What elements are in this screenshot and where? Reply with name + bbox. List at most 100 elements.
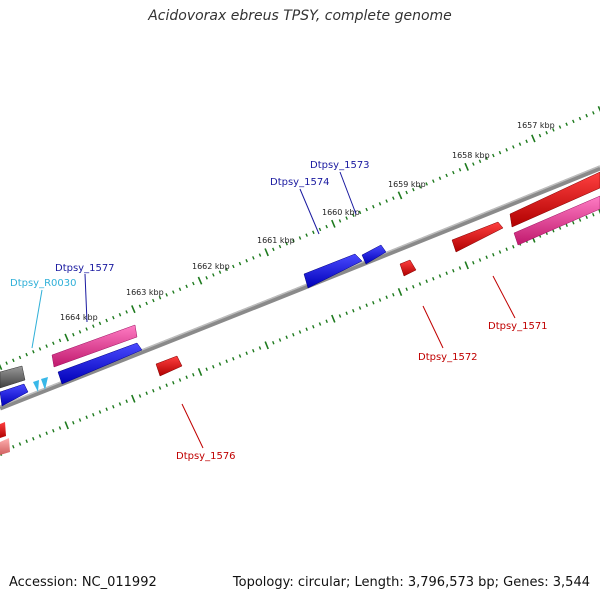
leader-dtpsy-1571	[492, 275, 516, 319]
gene-label-dtpsy-1576[interactable]: Dtpsy_1576	[176, 451, 236, 462]
gene-red-mid[interactable]	[451, 221, 504, 253]
ruler-inner-tick	[412, 284, 415, 289]
leader-dtpsy-1577	[84, 273, 88, 323]
ruler-outer-tick	[264, 248, 269, 257]
ruler-inner-tick	[212, 364, 215, 369]
ruler-inner-tick	[358, 306, 362, 310]
ruler-outer-tick	[158, 296, 162, 300]
ruler-inner-tick	[325, 319, 328, 324]
ruler-inner-tick	[365, 303, 368, 308]
ruler-inner-tick	[145, 391, 148, 396]
ruler-outer-tick	[52, 341, 55, 345]
ruler-inner-tick	[92, 412, 95, 417]
ruler-inner-tick	[565, 223, 568, 228]
gene-blue-left[interactable]	[0, 383, 29, 407]
ruler-outer-tick	[0, 363, 3, 371]
gene-label-dtpsy-1573[interactable]: Dtpsy_1573	[310, 160, 370, 171]
ruler-outer-tick	[185, 284, 188, 289]
ruler-outer-tick	[432, 179, 435, 183]
ruler-outer-tick	[18, 355, 22, 360]
ruler-outer-tick	[552, 128, 555, 132]
gene-grey-left[interactable]	[0, 365, 26, 389]
ruler-outer-tick	[98, 321, 102, 326]
ruler-outer-tick	[325, 224, 328, 229]
ruler-inner-tick	[85, 415, 88, 420]
ruler-outer-tick	[331, 219, 336, 228]
ruler-inner-tick	[378, 298, 382, 302]
ruler-outer-tick	[385, 199, 388, 203]
ruler-inner-tick	[185, 375, 188, 380]
ruler-outer-tick	[32, 350, 35, 354]
ruler-inner-tick	[445, 271, 448, 276]
gene-dtpsy-1577[interactable]	[51, 324, 138, 368]
gene-red-edge-1[interactable]	[0, 422, 6, 438]
gene-label-dtpsy-1577[interactable]: Dtpsy_1577	[55, 263, 115, 274]
ruler-outer-tick	[498, 150, 502, 155]
ruler-inner-tick	[585, 215, 588, 220]
ruler-outer-tick	[232, 264, 235, 269]
ruler-inner-tick	[298, 330, 302, 334]
ruler-inner-tick	[218, 362, 222, 366]
ruler-outer-tick	[238, 261, 242, 266]
ruler-inner-tick	[272, 340, 275, 345]
ruler-outer-tick	[492, 153, 495, 158]
gene-red-right-1[interactable]	[509, 171, 600, 228]
ruler-outer-tick	[585, 113, 588, 118]
ruler-inner-tick	[572, 220, 575, 225]
ruler-outer-tick	[145, 301, 148, 306]
ruler-inner-tick	[405, 287, 408, 292]
ruler-inner-tick	[452, 268, 455, 273]
ruler-outer-tick	[372, 204, 375, 209]
gene-dtpsy-1576[interactable]	[155, 355, 183, 377]
gene-label-dtpsy-1574[interactable]: Dtpsy_1574	[270, 177, 330, 188]
ruler-label-1658: 1658 kbp	[452, 151, 490, 160]
ruler-outer-tick	[572, 119, 575, 124]
ruler-inner-tick	[45, 431, 48, 436]
gene-dtpsy-1574[interactable]	[303, 253, 363, 289]
gene-dtpsy-1572[interactable]	[399, 259, 417, 277]
ruler-outer-tick	[412, 187, 415, 192]
ruler-outer-tick	[578, 116, 582, 121]
gene-dtpsy-1576-blue[interactable]	[57, 342, 143, 385]
ruler-inner-tick	[18, 442, 22, 446]
ruler-outer-tick	[45, 344, 48, 348]
ruler-outer-tick	[438, 176, 442, 180]
ruler-outer-tick	[245, 259, 248, 263]
ruler-outer-tick	[345, 216, 348, 220]
ruler-outer-tick	[365, 207, 368, 212]
ruler-inner-tick	[418, 282, 422, 286]
ruler-outer-tick	[172, 290, 175, 294]
ruler-outer-tick	[472, 162, 475, 166]
ruler-outer-tick	[458, 168, 462, 172]
rna-dtpsy-r0030-b[interactable]	[41, 377, 48, 390]
ruler-outer-tick	[592, 111, 595, 115]
ruler-inner-tick	[278, 338, 282, 342]
ruler-inner-tick	[197, 367, 203, 377]
ruler-outer-tick	[12, 358, 15, 363]
gene-red-edge-2[interactable]	[0, 438, 10, 455]
gene-pink-right[interactable]	[513, 195, 600, 246]
gene-label-dtpsy-r0030[interactable]: Dtpsy_R0030	[10, 278, 77, 289]
gene-label-dtpsy-1572[interactable]: Dtpsy_1572	[418, 352, 478, 363]
gene-label-dtpsy-1571[interactable]: Dtpsy_1571	[488, 321, 548, 332]
ruler-inner-ticks	[0, 207, 600, 457]
ruler-outer-tick	[72, 332, 75, 337]
rna-dtpsy-r0030-a[interactable]	[33, 380, 39, 392]
ruler-inner-tick	[372, 300, 375, 305]
ruler-inner-tick	[464, 261, 469, 270]
ruler-outer-tick	[338, 219, 342, 223]
ruler-label-1657: 1657 kbp	[517, 121, 555, 130]
leader-dtpsy-1574	[299, 188, 320, 235]
ruler-outer-tick	[58, 338, 62, 343]
gene-dtpsy-1573[interactable]	[361, 244, 387, 265]
ruler-inner-tick	[258, 346, 262, 350]
ruler-inner-tick	[292, 332, 295, 337]
ruler-outer-tick	[131, 305, 136, 314]
ruler-inner-tick	[98, 410, 102, 414]
ruler-outer-tick	[278, 244, 282, 249]
ruler-outer-tick	[105, 318, 108, 323]
genome-summary-text: Topology: circular; Length: 3,796,573 bp…	[232, 575, 590, 590]
ruler-inner-tick	[345, 311, 348, 316]
ruler-outer-tick	[538, 133, 542, 138]
ruler-inner-tick	[385, 295, 388, 300]
